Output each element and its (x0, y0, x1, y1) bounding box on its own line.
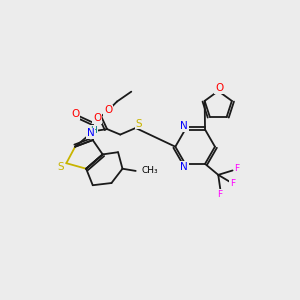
Text: F: F (230, 179, 235, 188)
Text: S: S (58, 161, 64, 172)
Text: O: O (215, 83, 224, 93)
Text: F: F (217, 190, 222, 199)
Text: O: O (104, 105, 112, 116)
Text: S: S (136, 118, 142, 129)
Text: F: F (234, 164, 239, 173)
Text: O: O (93, 113, 101, 123)
Text: O: O (71, 109, 79, 119)
Text: CH₃: CH₃ (141, 167, 158, 176)
Text: N: N (180, 121, 188, 131)
Text: N: N (180, 162, 188, 172)
Text: H: H (91, 126, 97, 135)
Text: N: N (87, 128, 94, 139)
